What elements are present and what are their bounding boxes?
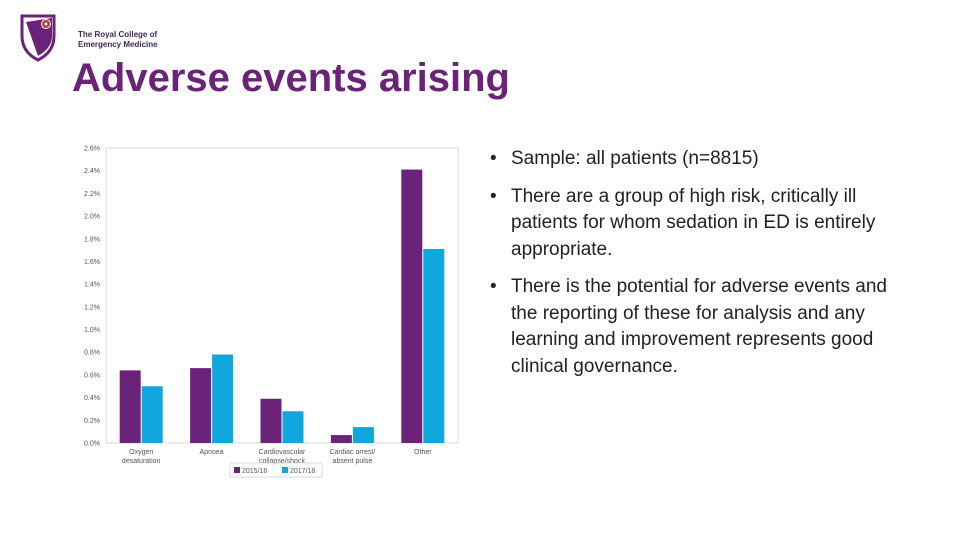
bar-2017-18 bbox=[352, 427, 374, 443]
y-tick-label: 1.4% bbox=[84, 282, 100, 289]
legend-swatch bbox=[282, 467, 288, 473]
bar-2017-18 bbox=[141, 386, 163, 443]
x-tick-label: collapse/shock bbox=[259, 458, 305, 465]
bar-2015-16 bbox=[401, 169, 423, 444]
x-tick-label: Oxygen bbox=[129, 449, 153, 456]
bullet-text: There is the potential for adverse event… bbox=[511, 276, 888, 377]
college-logo: The Royal College of Emergency Medicine bbox=[20, 14, 160, 62]
bullet-text: Sample: all patients (n=8815) bbox=[511, 148, 759, 169]
page-title: Adverse events arising bbox=[72, 56, 510, 100]
x-tick-label: absent pulse bbox=[333, 458, 373, 465]
bullet-dot-icon: • bbox=[490, 148, 497, 169]
y-tick-label: 2.4% bbox=[84, 168, 100, 175]
bar-2015-16 bbox=[190, 368, 212, 443]
x-tick-label: Cardiovascular bbox=[259, 449, 306, 456]
y-tick-label: 0.0% bbox=[84, 441, 100, 448]
college-name-line2: Emergency Medicine bbox=[78, 40, 158, 49]
bullet-list: • Sample: all patients (n=8815) • There ar… bbox=[488, 146, 888, 391]
bullet-item: • Sample: all patients (n=8815) bbox=[488, 146, 888, 173]
y-tick-label: 1.0% bbox=[84, 327, 100, 334]
bar-chart: 0.0% 0.2% 0.4% 0.6% 0.8% 1.0% 1.2% 1.4% 1.6% 1.8%… bbox=[84, 146, 459, 478]
x-tick-label: Cardiac arrest/ bbox=[329, 449, 375, 456]
college-name-line1: The Royal College of bbox=[78, 30, 158, 39]
legend-label: 2017/18 bbox=[290, 468, 315, 475]
bullet-item: • There are a group of high risk, critica… bbox=[488, 184, 888, 264]
x-tick-label: desaturation bbox=[122, 458, 161, 465]
bar-2015-16 bbox=[260, 398, 282, 443]
college-name: The Royal College of Emergency Medicine bbox=[78, 30, 158, 50]
y-tick-label: 1.6% bbox=[84, 259, 100, 266]
y-tick-label: 2.6% bbox=[84, 146, 100, 153]
x-tick-label: Apnoea bbox=[200, 449, 224, 456]
y-tick-label: 1.8% bbox=[84, 236, 100, 243]
college-crest-icon bbox=[20, 14, 56, 62]
bar-2017-18 bbox=[282, 411, 304, 443]
x-tick-label: Other bbox=[414, 449, 432, 456]
y-tick-label: 1.2% bbox=[84, 304, 100, 311]
bar-2015-16 bbox=[330, 435, 352, 443]
y-tick-label: 0.6% bbox=[84, 372, 100, 379]
legend-swatch bbox=[234, 467, 240, 473]
bullet-item: • There is the potential for adverse even… bbox=[488, 274, 888, 380]
y-tick-label: 2.2% bbox=[84, 191, 100, 198]
bar-2017-18 bbox=[423, 248, 445, 443]
y-tick-label: 0.8% bbox=[84, 350, 100, 357]
legend-label: 2015/16 bbox=[242, 468, 267, 475]
bullet-text: There are a group of high risk, critical… bbox=[511, 185, 876, 260]
bullet-dot-icon: • bbox=[490, 276, 497, 297]
legend-box bbox=[229, 462, 323, 478]
y-tick-label: 2.0% bbox=[84, 214, 100, 221]
bar-2015-16 bbox=[119, 370, 141, 443]
y-tick-label: 0.4% bbox=[84, 395, 100, 402]
bar-2017-18 bbox=[212, 354, 234, 443]
plot-area bbox=[105, 147, 459, 444]
bullet-dot-icon: • bbox=[490, 185, 497, 207]
y-tick-label: 0.2% bbox=[84, 418, 100, 425]
